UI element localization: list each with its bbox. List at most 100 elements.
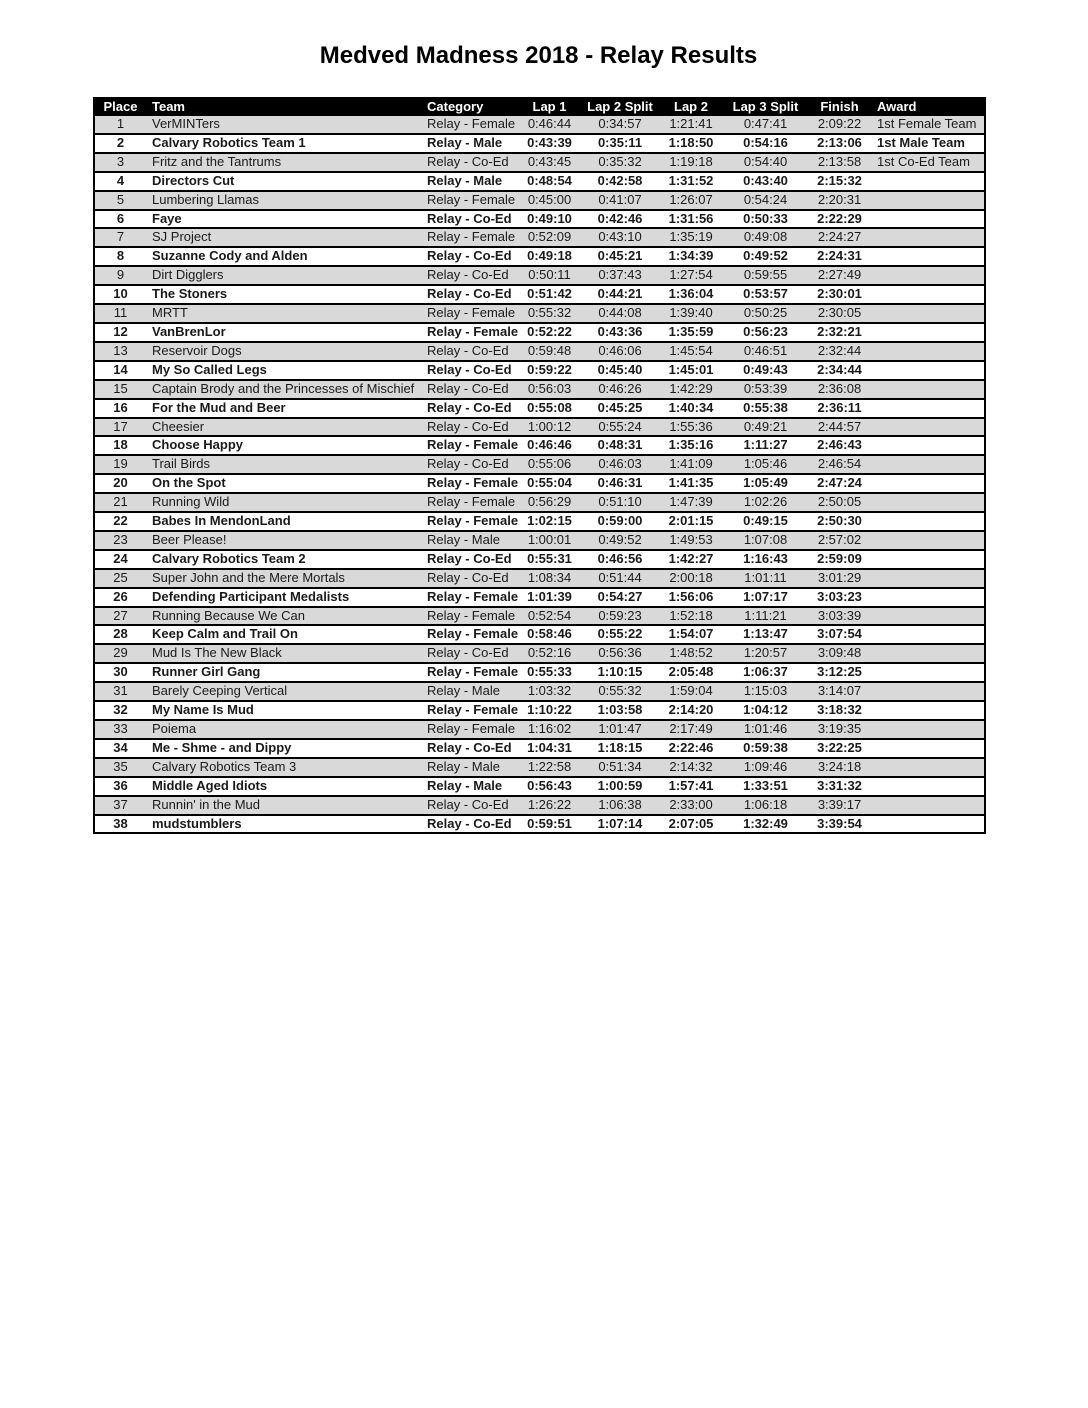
finish-cell: 2:24:27: [808, 227, 871, 249]
lap1-cell: 1:08:34: [518, 567, 581, 589]
lap3-split-cell: 0:47:41: [723, 114, 808, 135]
table-row: 29 Mud Is The New Black Relay - Co-Ed 0:52:…: [94, 643, 985, 665]
lap2-cell: 2:14:20: [659, 700, 723, 721]
finish-cell: 2:46:54: [808, 454, 871, 476]
finish-cell: 2:34:44: [808, 359, 871, 381]
award-cell: [871, 397, 985, 419]
place-cell: 12: [94, 321, 146, 343]
lap1-cell: 0:55:31: [518, 548, 581, 570]
category-cell: Relay - Female: [421, 586, 518, 608]
lap1-cell: 0:49:18: [518, 246, 581, 268]
table-row: 26 Defending Participant Medalists Relay -…: [94, 586, 985, 608]
lap2-split-cell: 0:34:57: [581, 114, 659, 135]
lap2-cell: 2:33:00: [659, 794, 723, 816]
finish-cell: 2:59:09: [808, 548, 871, 570]
table-row: 28 Keep Calm and Trail On Relay - Female 0:…: [94, 624, 985, 646]
lap2-cell: 1:41:09: [659, 454, 723, 476]
category-cell: Relay - Co-Ed: [421, 813, 518, 835]
category-cell: Relay - Co-Ed: [421, 794, 518, 816]
team-cell: Fritz and the Tantrums: [146, 151, 421, 173]
lap2-cell: 2:05:48: [659, 662, 723, 684]
lap3-split-cell: 1:15:03: [723, 681, 808, 703]
award-cell: 1st Co-Ed Team: [871, 151, 985, 173]
team-cell: Trail Birds: [146, 454, 421, 476]
award-cell: [871, 624, 985, 646]
lap2-split-cell: 0:46:31: [581, 473, 659, 495]
lap3-split-cell: 0:53:57: [723, 284, 808, 306]
table-row: 2 Calvary Robotics Team 1 Relay - Male 0:43…: [94, 132, 985, 154]
award-cell: [871, 227, 985, 249]
category-cell: Relay - Male: [421, 529, 518, 551]
lap3-split-cell: 0:49:43: [723, 359, 808, 381]
finish-cell: 2:46:43: [808, 435, 871, 457]
lap2-split-cell: 0:46:56: [581, 548, 659, 570]
finish-cell: 3:03:23: [808, 586, 871, 608]
lap1-cell: 0:49:10: [518, 208, 581, 230]
place-cell: 17: [94, 416, 146, 438]
category-cell: Relay - Female: [421, 719, 518, 740]
page-title: Medved Madness 2018 - Relay Results: [319, 42, 758, 69]
finish-cell: 2:44:57: [808, 416, 871, 438]
lap2-cell: 1:45:01: [659, 359, 723, 381]
table-row: 27 Running Because We Can Relay - Female 0:…: [94, 605, 985, 627]
place-cell: 13: [94, 340, 146, 362]
finish-cell: 2:22:29: [808, 208, 871, 230]
lap3-split-cell: 0:49:21: [723, 416, 808, 438]
lap3-split-cell: 0:56:23: [723, 321, 808, 343]
table-row: 22 Babes In MendonLand Relay - Female 1:02:…: [94, 511, 985, 532]
lap1-cell: 0:58:46: [518, 624, 581, 646]
place-cell: 14: [94, 359, 146, 381]
lap1-cell: 0:43:39: [518, 132, 581, 154]
place-cell: 29: [94, 643, 146, 665]
table-row: 35 Calvary Robotics Team 3 Relay - Male 1:2…: [94, 756, 985, 778]
category-cell: Relay - Co-Ed: [421, 340, 518, 362]
lap1-cell: 0:52:09: [518, 227, 581, 249]
award-cell: [871, 662, 985, 684]
place-cell: 18: [94, 435, 146, 457]
table-row: 32 My Name Is Mud Relay - Female 1:10:22 1:0…: [94, 700, 985, 721]
lap1-cell: 0:55:33: [518, 662, 581, 684]
award-cell: [871, 681, 985, 703]
lap3-split-cell: 1:33:51: [723, 775, 808, 797]
lap1-cell: 0:51:42: [518, 284, 581, 306]
team-cell: Beer Please!: [146, 529, 421, 551]
lap2-cell: 1:39:40: [659, 303, 723, 324]
lap2-cell: 2:17:49: [659, 719, 723, 740]
table-row: 12 VanBrenLor Relay - Female 0:52:22 0:43:36…: [94, 321, 985, 343]
table-row: 11 MRTT Relay - Female 0:55:32 0:44:08 1:39:4…: [94, 303, 985, 324]
award-cell: [871, 643, 985, 665]
table-row: 13 Reservoir Dogs Relay - Co-Ed 0:59:48 0:46…: [94, 340, 985, 362]
place-cell: 21: [94, 492, 146, 514]
category-cell: Relay - Co-Ed: [421, 397, 518, 419]
finish-cell: 2:13:06: [808, 132, 871, 154]
table-row: 3 Fritz and the Tantrums Relay - Co-Ed 0:43…: [94, 151, 985, 173]
finish-cell: 2:50:30: [808, 511, 871, 532]
results-table-body: 1 VerMINTers Relay - Female 0:46:44 0:34:57 1…: [94, 114, 985, 835]
lap1-cell: 0:55:08: [518, 397, 581, 419]
lap2-split-cell: 0:55:22: [581, 624, 659, 646]
finish-cell: 2:57:02: [808, 529, 871, 551]
header-place: Place: [94, 98, 146, 115]
lap2-cell: 1:55:36: [659, 416, 723, 438]
table-row: 16 For the Mud and Beer Relay - Co-Ed 0:55:…: [94, 397, 985, 419]
lap3-split-cell: 0:55:38: [723, 397, 808, 419]
lap1-cell: 0:59:48: [518, 340, 581, 362]
place-cell: 27: [94, 605, 146, 627]
place-cell: 10: [94, 284, 146, 306]
lap1-cell: 1:22:58: [518, 756, 581, 778]
lap2-split-cell: 0:51:10: [581, 492, 659, 514]
team-cell: On the Spot: [146, 473, 421, 495]
award-cell: [871, 359, 985, 381]
lap2-split-cell: 0:43:10: [581, 227, 659, 249]
award-cell: [871, 756, 985, 778]
category-cell: Relay - Female: [421, 492, 518, 514]
place-cell: 3: [94, 151, 146, 173]
place-cell: 36: [94, 775, 146, 797]
place-cell: 23: [94, 529, 146, 551]
award-cell: [871, 700, 985, 721]
lap1-cell: 0:56:29: [518, 492, 581, 514]
category-cell: Relay - Co-Ed: [421, 454, 518, 476]
lap1-cell: 0:55:04: [518, 473, 581, 495]
award-cell: [871, 246, 985, 268]
table-row: 7 SJ Project Relay - Female 0:52:09 0:43:10 1…: [94, 227, 985, 249]
